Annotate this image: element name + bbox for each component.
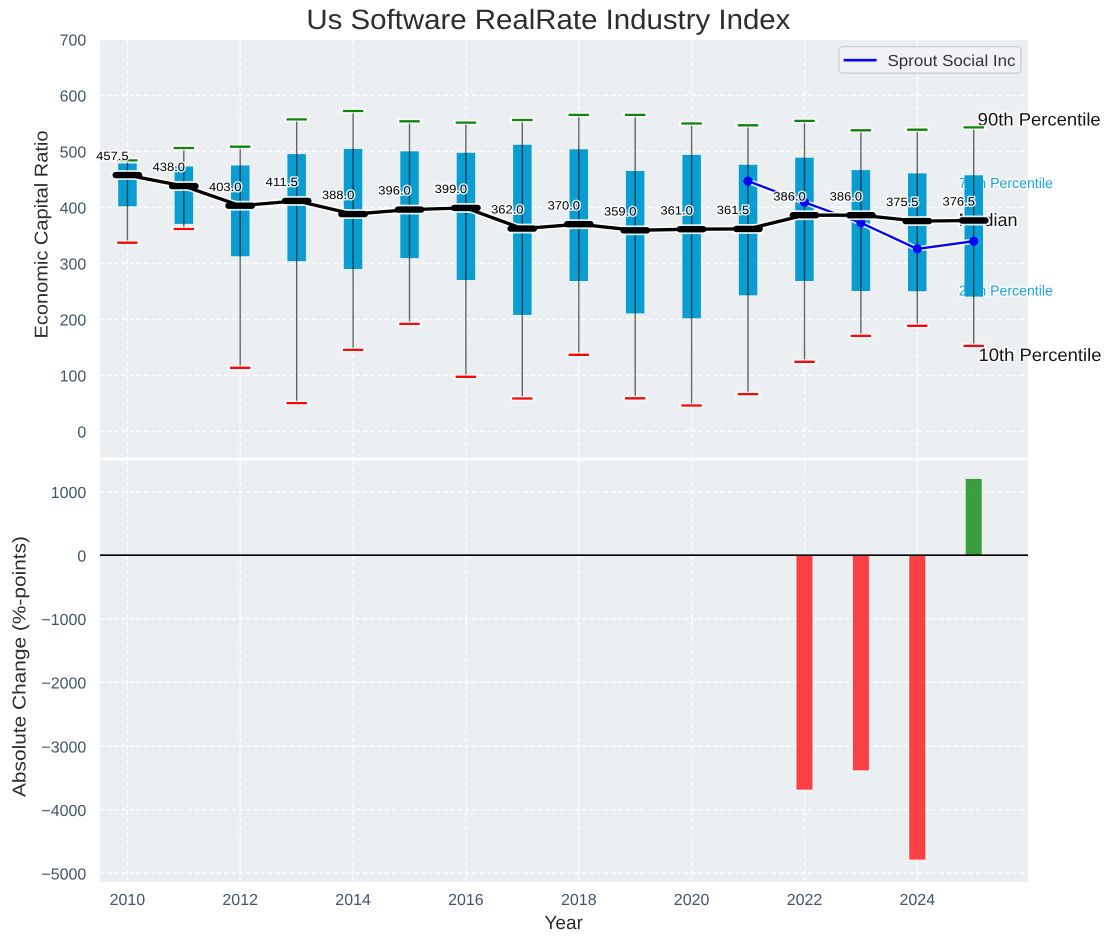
svg-text:370.0: 370.0: [548, 198, 581, 212]
svg-text:386.0: 386.0: [773, 189, 806, 203]
svg-text:400: 400: [60, 201, 87, 218]
svg-text:2020: 2020: [674, 892, 710, 909]
svg-text:Us Software RealRate Industry: Us Software RealRate Industry Index: [306, 4, 790, 35]
svg-text:362.0: 362.0: [491, 203, 524, 217]
svg-text:−4000: −4000: [41, 803, 86, 820]
svg-text:10th Percentile: 10th Percentile: [979, 345, 1102, 365]
svg-text:Economic Capital Ratio: Economic Capital Ratio: [31, 131, 52, 339]
svg-text:361.0: 361.0: [660, 203, 693, 217]
svg-text:396.0: 396.0: [378, 184, 411, 198]
svg-text:375.5: 375.5: [886, 195, 919, 209]
svg-text:90th Percentile: 90th Percentile: [978, 110, 1101, 130]
svg-text:386.0: 386.0: [830, 189, 863, 203]
svg-text:2022: 2022: [787, 892, 823, 909]
svg-text:600: 600: [60, 89, 87, 106]
svg-text:Sprout Social Inc: Sprout Social Inc: [888, 53, 1016, 70]
svg-text:−1000: −1000: [41, 612, 86, 629]
svg-text:2024: 2024: [900, 892, 936, 909]
svg-text:2012: 2012: [222, 892, 258, 909]
svg-text:359.0: 359.0: [604, 204, 637, 218]
svg-text:300: 300: [60, 257, 87, 274]
svg-text:1000: 1000: [51, 485, 87, 502]
svg-text:2016: 2016: [448, 892, 484, 909]
svg-text:500: 500: [60, 145, 87, 162]
svg-text:0: 0: [77, 425, 86, 442]
svg-text:2014: 2014: [335, 892, 371, 909]
svg-text:2010: 2010: [110, 892, 146, 909]
svg-text:457.5: 457.5: [96, 149, 129, 163]
svg-text:200: 200: [60, 313, 87, 330]
svg-text:−5000: −5000: [41, 867, 86, 884]
svg-text:100: 100: [60, 369, 87, 386]
svg-text:0: 0: [77, 549, 86, 566]
svg-text:411.5: 411.5: [266, 175, 299, 189]
svg-text:2018: 2018: [561, 892, 597, 909]
svg-text:700: 700: [60, 33, 87, 50]
svg-text:388.0: 388.0: [322, 188, 355, 202]
svg-text:−3000: −3000: [41, 739, 86, 756]
svg-text:−2000: −2000: [41, 676, 86, 693]
svg-text:399.0: 399.0: [435, 182, 468, 196]
svg-text:376.5: 376.5: [943, 195, 976, 209]
svg-text:403.0: 403.0: [209, 180, 242, 194]
svg-text:Absolute Change (%-points): Absolute Change (%-points): [9, 536, 30, 797]
svg-text:438.0: 438.0: [153, 160, 186, 174]
svg-text:361.5: 361.5: [717, 203, 750, 217]
svg-text:Year: Year: [545, 913, 584, 934]
